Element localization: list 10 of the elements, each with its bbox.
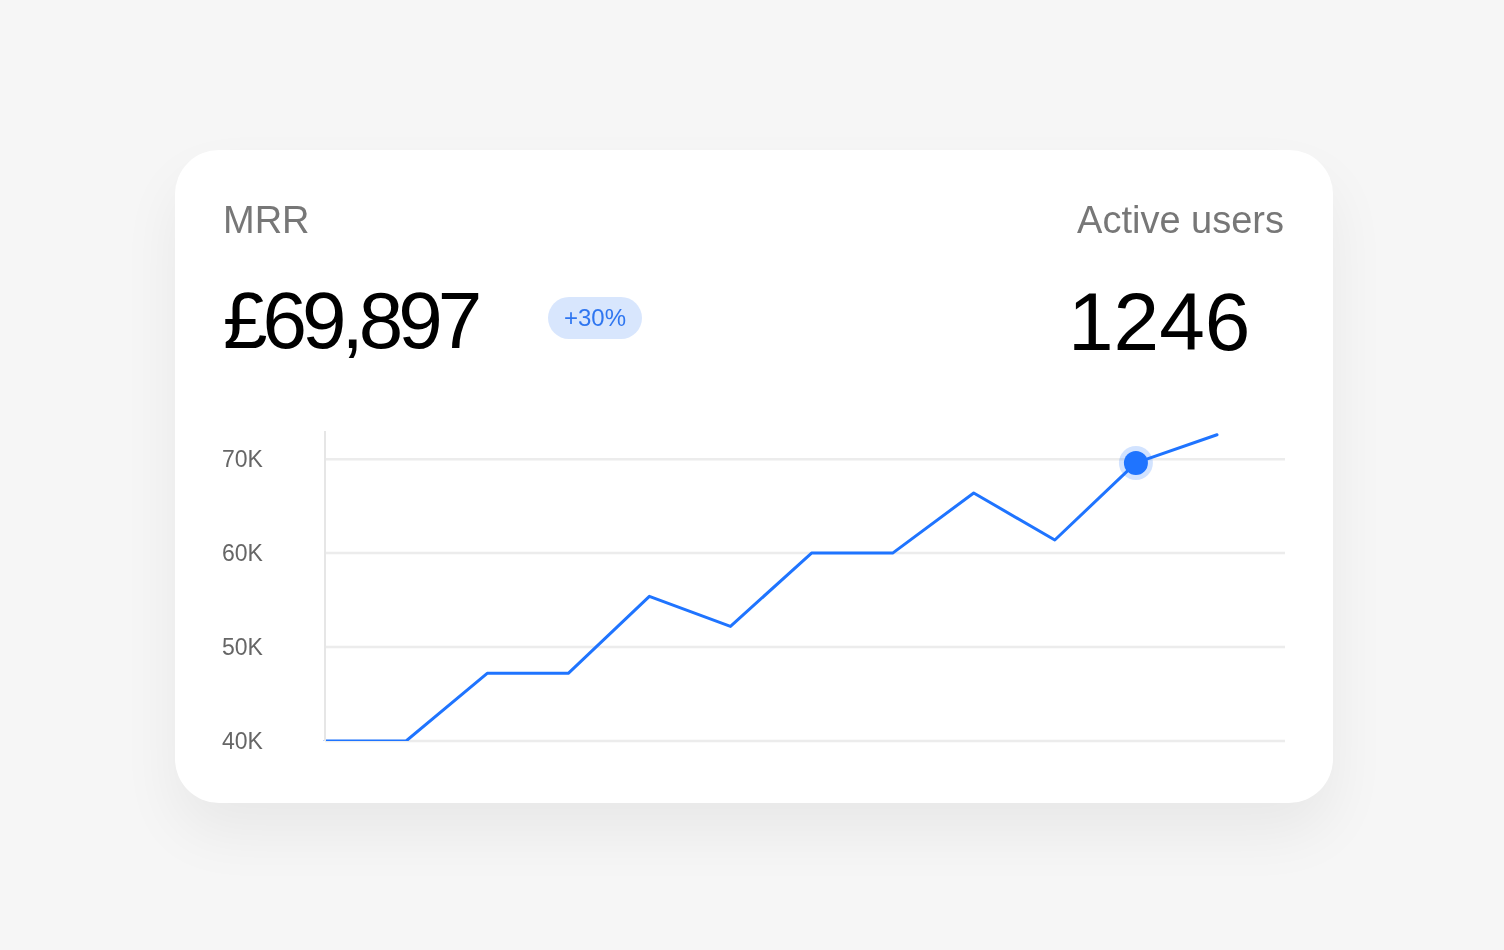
chart-subtitle: £69,897 <box>223 276 478 365</box>
y-tick-label: 60K <box>222 540 264 567</box>
line-series <box>323 433 1219 741</box>
y-tick-label: 40K <box>222 728 264 754</box>
text: +30% <box>548 297 642 339</box>
y-tick-label: 50K <box>222 634 264 661</box>
text: Active users <box>1077 199 1284 241</box>
chart-title: MRR <box>223 199 310 241</box>
y-tick-label: 70K <box>222 446 264 473</box>
text: 1246 <box>1068 276 1251 367</box>
